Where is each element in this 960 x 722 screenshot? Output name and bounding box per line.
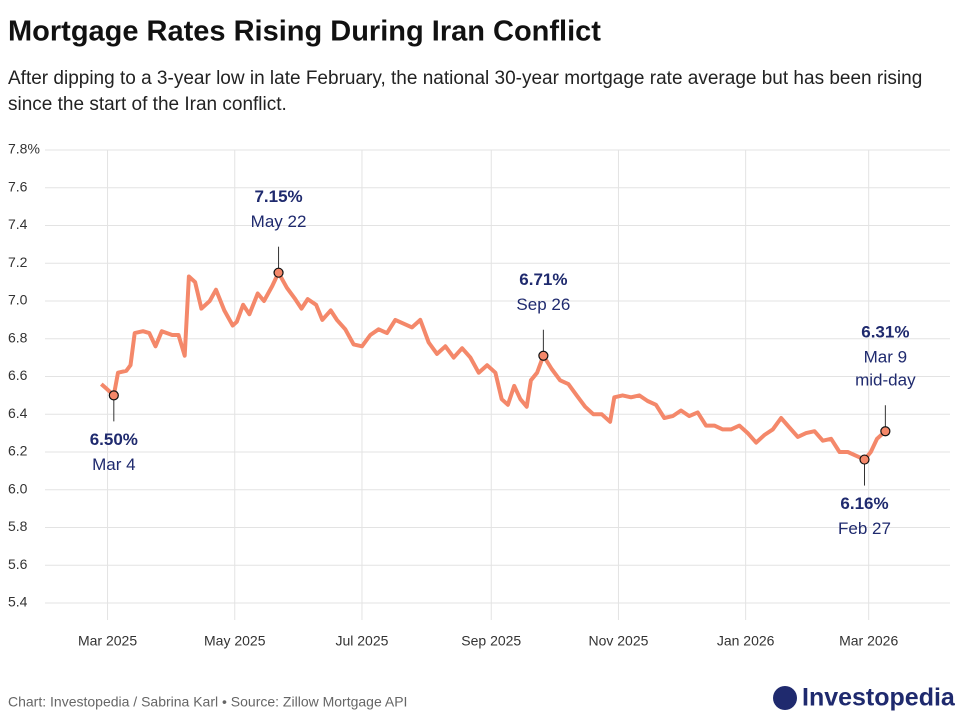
annotation-marker — [273, 267, 284, 278]
annotation-value: 6.71% — [519, 270, 567, 289]
annotation-value: 7.15% — [254, 187, 302, 206]
line — [99, 270, 887, 462]
annotation-date: Sep 26 — [516, 295, 570, 314]
x-tick-label: May 2025 — [204, 633, 266, 649]
x-tick-label: Nov 2025 — [588, 633, 648, 649]
annotation-value: 6.31% — [861, 323, 909, 342]
annotation-marker — [880, 426, 891, 437]
annotation-marker — [108, 390, 119, 401]
annotation-date: Mar 9 — [864, 348, 907, 367]
source: Chart: Investopedia / Sabrina Karl • Sou… — [8, 694, 407, 710]
annotation-date: May 22 — [251, 212, 307, 231]
y-tick-label: 7.6 — [8, 178, 28, 194]
y-tick-label: 6.4 — [8, 405, 28, 421]
brand-icon — [773, 686, 797, 710]
subtitle-box: After dipping to a 3-year low in late Fe… — [8, 68, 923, 115]
annotation-value: 6.16% — [840, 494, 888, 513]
annotation-value: 6.50% — [90, 430, 138, 449]
y-tick-label: 6.8 — [8, 329, 28, 345]
y-tick-label: 5.6 — [8, 556, 28, 572]
y-tick-label: 7.8% — [8, 141, 40, 157]
x-tick-label: Mar 2025 — [78, 633, 137, 649]
y-tick-label: 7.0 — [8, 292, 28, 308]
x-tick-label: Jan 2026 — [717, 633, 775, 649]
annotation-date: Feb 27 — [838, 519, 891, 538]
y-tick-label: 6.2 — [8, 443, 28, 459]
annotation-date: Mar 4 — [92, 455, 135, 474]
y-tick-label: 6.6 — [8, 367, 28, 383]
y-tick-label: 7.4 — [8, 216, 28, 232]
annotation-marker — [859, 454, 870, 465]
chart-subtitle: After dipping to a 3-year low in late Fe… — [8, 68, 923, 115]
y-tick-label: 7.2 — [8, 254, 28, 270]
annotation-note: mid-day — [855, 371, 916, 390]
x-tick-label: Sep 2025 — [461, 633, 521, 649]
y-tick-label: 5.4 — [8, 594, 28, 610]
x-tick-label: Mar 2026 — [839, 633, 898, 649]
chart-title: Mortgage Rates Rising During Iran Confli… — [8, 16, 601, 48]
annotation-marker — [538, 350, 549, 361]
x-tick-label: Jul 2025 — [335, 633, 388, 649]
brand: Investopedia — [802, 684, 956, 712]
y-tick-label: 5.8 — [8, 518, 28, 534]
y-tick-label: 6.0 — [8, 480, 28, 496]
